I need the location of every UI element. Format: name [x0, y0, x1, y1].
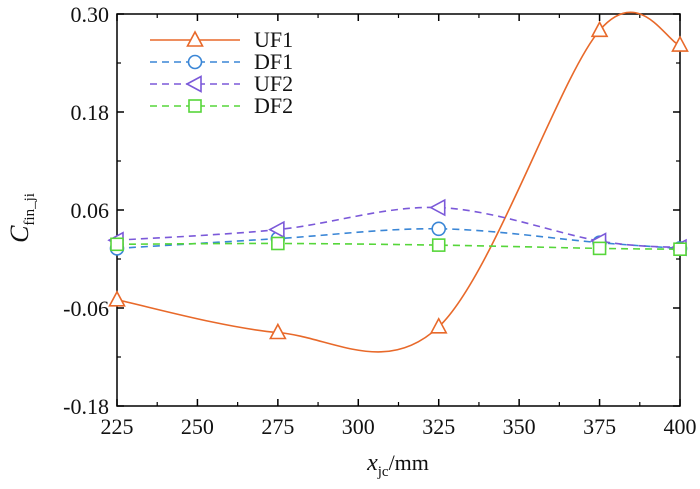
data-point-uf2	[268, 220, 285, 239]
legend-marker	[186, 30, 204, 47]
legend-label: UF2	[254, 71, 293, 96]
x-tick-label: 375	[583, 414, 616, 439]
y-tick-label: -0.06	[63, 296, 109, 321]
series-line-df2	[116, 242, 681, 250]
series-line-uf1	[116, 11, 681, 353]
y-tick-label: 0.18	[71, 100, 110, 125]
data-point-df2	[431, 238, 446, 252]
legend-label: DF1	[254, 49, 293, 74]
data-point-uf1	[590, 20, 609, 38]
x-axis-label: xjc/mm	[366, 450, 429, 480]
data-point-uf1	[671, 35, 689, 52]
legend-marker	[187, 54, 203, 70]
x-tick-label: 325	[422, 414, 455, 439]
y-axis-ticks: -0.18 -0.06 0.06 0.18 0.30	[63, 2, 680, 419]
data-point-df1	[431, 221, 447, 237]
x-tick-label: 250	[181, 414, 214, 439]
data-point-uf2	[429, 198, 446, 217]
x-tick-label: 350	[503, 414, 536, 439]
y-tick-label: -0.18	[63, 394, 109, 419]
series-layer	[107, 11, 689, 353]
y-tick-label: 0.06	[71, 198, 110, 223]
legend-label: DF2	[254, 93, 293, 118]
x-axis-ticks: 225 250 275 300 325 350 375 400	[101, 14, 697, 439]
x-axis-label-sub: jc	[377, 464, 389, 480]
x-tick-label: 400	[664, 414, 697, 439]
x-tick-label: 275	[261, 414, 294, 439]
x-tick-label: 225	[101, 414, 134, 439]
legend-marker	[185, 75, 202, 93]
data-point-uf1	[108, 290, 126, 307]
x-axis-label-main: x	[366, 450, 378, 476]
y-axis-label: Cfin_ji	[5, 193, 38, 243]
y-axis-label-main: C	[5, 225, 34, 243]
legend-label: UF1	[254, 27, 293, 52]
legend-marker	[188, 99, 202, 113]
x-tick-label: 300	[342, 414, 375, 439]
x-axis-label-unit: /mm	[389, 450, 429, 475]
series-line-df1	[116, 227, 681, 250]
plot-frame	[116, 13, 681, 407]
data-point-uf1	[429, 317, 448, 334]
data-point-uf1	[269, 322, 287, 340]
data-point-df2	[110, 237, 124, 252]
y-tick-label: 0.30	[71, 2, 110, 27]
data-point-df2	[271, 236, 285, 251]
data-point-df2	[673, 242, 687, 256]
data-point-df2	[592, 241, 607, 256]
y-axis-label-sub: fin_ji	[22, 193, 38, 226]
